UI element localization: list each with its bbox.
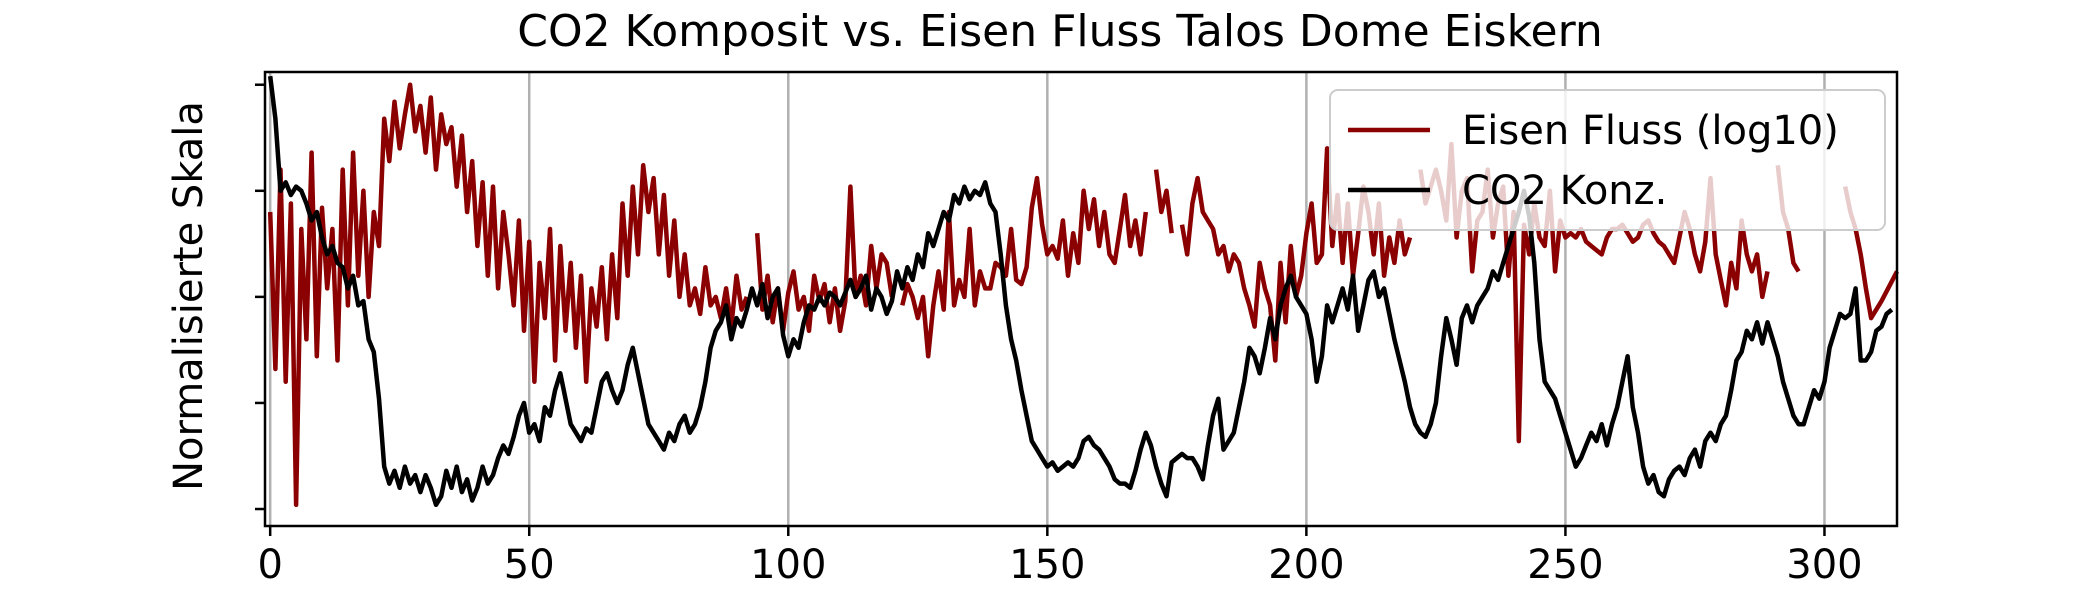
series-line-0: [1153, 169, 1174, 234]
x-tick-label: 250: [1527, 542, 1603, 588]
series-line-0: [900, 175, 1149, 359]
axis-ticks: 0 50 100 150 200 250 300: [255, 83, 1863, 588]
series-line-0: [267, 82, 749, 508]
series-line-1: [267, 75, 1894, 508]
x-tick-label: 150: [1009, 542, 1085, 588]
plot-area: [267, 75, 1899, 508]
x-tick-label: 300: [1786, 542, 1862, 588]
chart-title: CO2 Komposit vs. Eisen Fluss Talos Dome …: [517, 6, 1603, 57]
x-tick-label: 200: [1268, 542, 1344, 588]
x-tick-label: 100: [750, 542, 826, 588]
x-tick-label: 0: [257, 542, 282, 588]
y-axis-label: Normalisierte Skala: [166, 101, 212, 491]
plot-frame: [263, 70, 1899, 528]
x-tick-label: 50: [504, 542, 555, 588]
legend-label-0: Eisen Fluss (log10): [1462, 108, 1839, 154]
legend: Eisen Fluss (log10) CO2 Konz.: [1329, 89, 1886, 231]
legend-label-1: CO2 Konz.: [1462, 168, 1667, 214]
legend-box: [1329, 89, 1886, 231]
